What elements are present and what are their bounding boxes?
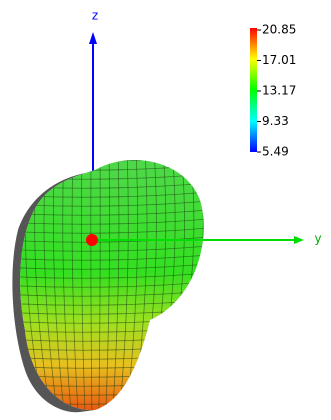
mesh-line <box>105 160 110 411</box>
mesh-line <box>81 160 86 411</box>
z-label: z <box>92 9 98 23</box>
origin <box>86 234 98 246</box>
mesh-line <box>20 406 204 411</box>
mesh-line <box>20 226 204 234</box>
mesh-line <box>118 160 129 411</box>
mesh-line <box>62 160 73 411</box>
mesh-line <box>20 262 204 270</box>
z-arrow <box>89 32 97 44</box>
colorbar-tick-label: 5.49 <box>262 145 289 159</box>
colorbar-tick-label: 20.85 <box>262 23 296 37</box>
mesh-line <box>98 160 101 411</box>
mesh-line <box>71 160 79 411</box>
mesh-line <box>20 160 204 162</box>
mesh-line <box>0 146 220 152</box>
colorbar-tick-label: 17.01 <box>262 53 296 67</box>
colorbar-tick-label: 9.33 <box>262 114 289 128</box>
y-label: y <box>314 232 321 246</box>
radiation-pattern <box>20 160 204 411</box>
colorbar <box>250 28 257 152</box>
mesh-line <box>20 235 204 243</box>
colorbar-tick-label: 13.17 <box>262 84 296 98</box>
mesh-line <box>90 160 93 411</box>
y-arrow <box>294 236 304 244</box>
mesh-line <box>111 160 120 411</box>
